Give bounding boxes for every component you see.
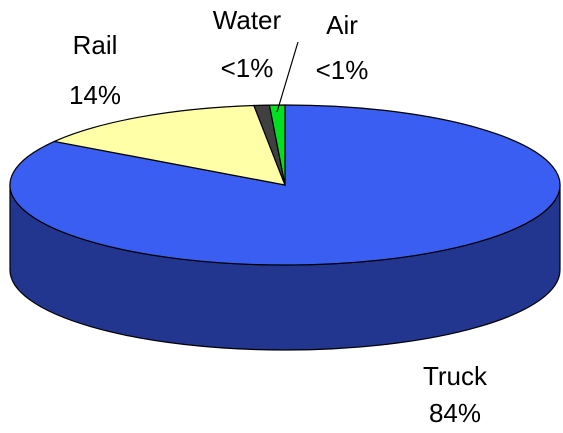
slice-label: Truck bbox=[423, 361, 488, 391]
slice-value-label: <1% bbox=[221, 53, 274, 83]
slice-label: Rail bbox=[73, 30, 118, 60]
pie-slice bbox=[52, 104, 286, 186]
pie-slice bbox=[268, 104, 286, 186]
slice-label: Air bbox=[326, 10, 358, 40]
slice-label: Water bbox=[213, 5, 282, 35]
slice-value-label: 84% bbox=[429, 398, 481, 428]
slice-value-label: 14% bbox=[69, 80, 121, 110]
leader-line bbox=[276, 41, 299, 113]
slice-value-label: <1% bbox=[316, 55, 369, 85]
